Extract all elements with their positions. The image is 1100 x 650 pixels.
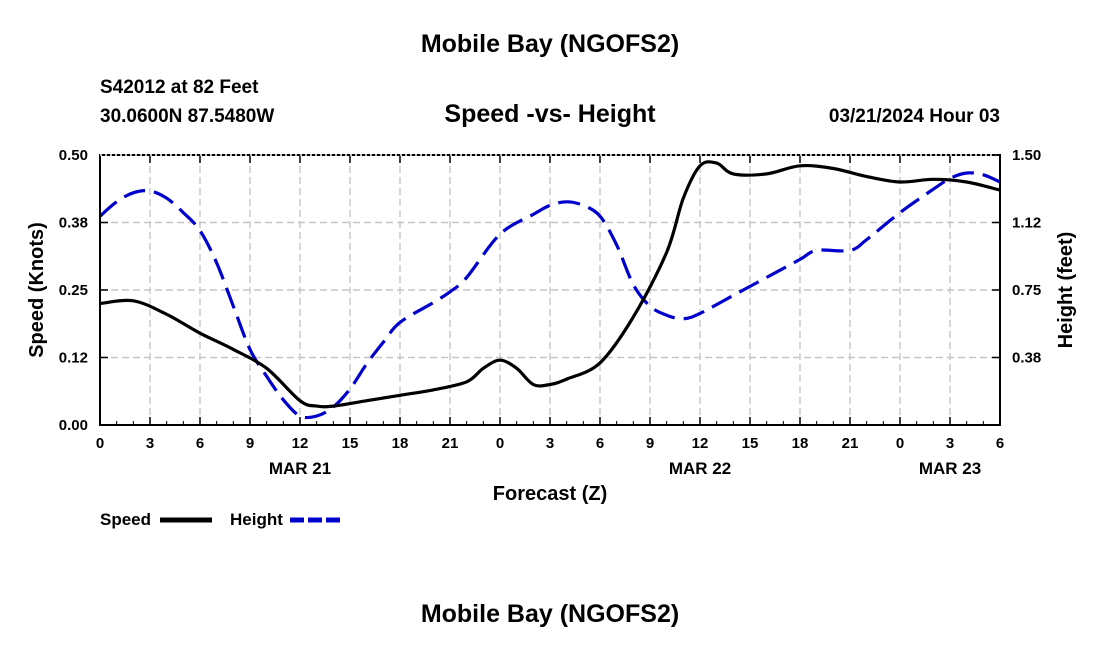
x-tick-label: 3	[146, 435, 154, 452]
legend-label-speed: Speed	[100, 510, 151, 529]
y2-tick-label: 1.12	[1012, 215, 1041, 232]
x-date-label: MAR 22	[669, 459, 731, 478]
x-tick-label: 6	[996, 435, 1004, 452]
y2-tick-label: 1.50	[1012, 147, 1041, 164]
x-date-label: MAR 21	[269, 459, 331, 478]
x-tick-label: 6	[596, 435, 604, 452]
chart-title: Speed -vs- Height	[444, 100, 656, 128]
y2-axis-label: Height (feet)	[1055, 232, 1077, 349]
x-tick-label: 3	[546, 435, 554, 452]
run-time-label: 03/21/2024 Hour 03	[828, 106, 1000, 127]
x-tick-label: 9	[646, 435, 654, 452]
x-date-label: MAR 23	[919, 459, 981, 478]
x-tick-label: 12	[292, 435, 309, 452]
x-axis-label: Forecast (Z)	[493, 483, 607, 505]
page-title: Mobile Bay (NGOFS2)	[420, 30, 680, 58]
y-tick-label: 0.12	[59, 350, 88, 367]
y-tick-label: 0.25	[59, 282, 88, 299]
coordinates-label: 30.0600N 87.5480W	[100, 106, 275, 127]
y-tick-label: 0.38	[59, 215, 88, 232]
x-tick-label: 0	[496, 435, 504, 452]
y2-tick-label: 0.75	[1012, 282, 1041, 299]
x-tick-label: 21	[442, 435, 459, 452]
x-tick-label: 0	[896, 435, 904, 452]
axis-ticks: 0 3 6 9 12 15 18 21 0 3 6 9 12 15 18 21 0 3 6 MAR 21 MAR 22 M…	[59, 147, 1041, 478]
x-tick-label: 12	[692, 435, 709, 452]
series-line-height	[98, 171, 1001, 420]
x-tick-label: 21	[842, 435, 859, 452]
series	[98, 160, 1001, 420]
x-tick-label: 0	[96, 435, 104, 452]
x-tick-label: 6	[196, 435, 204, 452]
x-tick-label: 18	[792, 435, 809, 452]
axis-labels: Forecast (Z) Speed (Knots) Height (feet)	[26, 222, 1077, 505]
x-tick-label: 15	[742, 435, 759, 452]
station-label: S42012 at 82 Feet	[100, 77, 259, 98]
x-tick-label: 3	[946, 435, 954, 452]
x-tick-label: 18	[392, 435, 409, 452]
x-tick-label: 9	[246, 435, 254, 452]
y-axis-label: Speed (Knots)	[26, 222, 48, 358]
legend: Speed Height	[100, 510, 342, 529]
y-tick-label: 0.50	[59, 147, 88, 164]
y-tick-label: 0.00	[59, 417, 88, 434]
x-tick-label: 15	[342, 435, 359, 452]
legend-label-height: Height	[230, 510, 283, 529]
footer-title: Mobile Bay (NGOFS2)	[420, 600, 680, 628]
y2-tick-label: 0.38	[1012, 350, 1041, 367]
series-line-speed	[99, 160, 1001, 409]
